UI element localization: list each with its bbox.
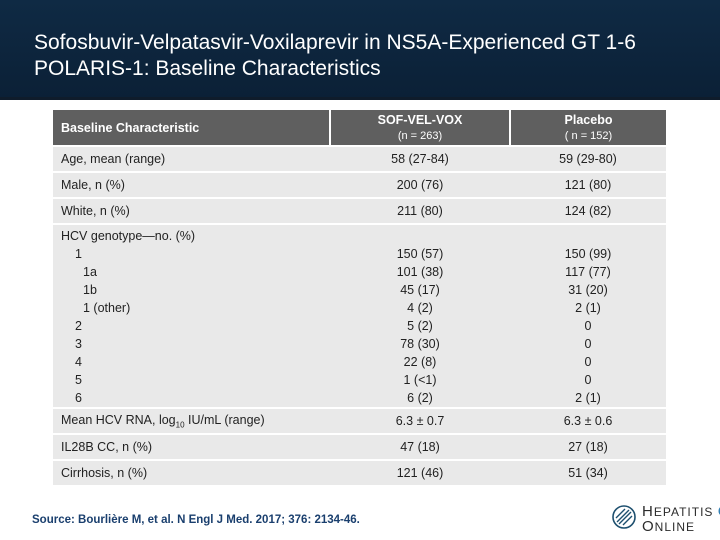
row-value-vel: 200 (76) xyxy=(330,172,510,199)
row-value-placebo: 59 (29-80) xyxy=(510,146,666,173)
row-value-vel: 58 (27-84) xyxy=(330,146,510,173)
genotype-value-placebo: 0 xyxy=(584,373,592,387)
genotype-value-placebo: 31 (20) xyxy=(568,283,608,297)
genotype-labels: HCV genotype—no. (%) 1 1a 1b 1 (other) 2… xyxy=(53,224,330,409)
row-value-vel: 47 (18) xyxy=(330,434,510,461)
genotype-value-vel: 6 (2) xyxy=(407,391,433,405)
genotype-values-placebo: 150 (99) 117 (77) 31 (20) 2 (1) 0 0 0 0 … xyxy=(510,224,666,409)
row-label: Cirrhosis, n (%) xyxy=(53,460,330,487)
row-value-placebo: 51 (34) xyxy=(510,460,666,487)
genotype-value-vel: 101 (38) xyxy=(396,265,444,279)
logo-line1: HEPATITIS C xyxy=(642,503,720,520)
genotype-label: 1a xyxy=(83,265,97,279)
slide-title-line2: POLARIS-1: Baseline Characteristics xyxy=(34,57,381,80)
genotype-value-vel: 150 (57) xyxy=(396,247,444,261)
row-label: Male, n (%) xyxy=(53,172,330,199)
rna-label-pre: Mean HCV RNA, log xyxy=(61,412,176,427)
source-citation: Source: Bourlière M, et al. N Engl J Med… xyxy=(32,514,360,526)
banner-divider xyxy=(0,97,720,100)
table-row-hcv-rna: Mean HCV RNA, log10 IU/mL (range) 6.3 ± … xyxy=(53,408,666,435)
row-label: Mean HCV RNA, log10 IU/mL (range) xyxy=(53,408,330,435)
row-value-placebo: 121 (80) xyxy=(510,172,666,199)
genotype-value-placebo: 0 xyxy=(584,319,592,333)
genotype-value-vel: 1 (<1) xyxy=(403,373,437,387)
genotype-value-vel: 78 (30) xyxy=(400,337,440,351)
header-sof-vel-vox-label: SOF-VEL-VOX xyxy=(377,113,463,127)
genotype-label: 3 xyxy=(75,337,82,351)
genotype-label: 1 xyxy=(75,247,82,261)
table-row-il28b: IL28B CC, n (%) 47 (18) 27 (18) xyxy=(53,434,666,461)
row-value-vel: 6.3 ± 0.7 xyxy=(330,408,510,435)
genotype-label: 4 xyxy=(75,355,82,369)
rna-label-sub: 10 xyxy=(175,420,185,430)
header-characteristic: Baseline Characteristic xyxy=(53,110,330,147)
genotype-label: 5 xyxy=(75,373,82,387)
row-value-vel: 121 (46) xyxy=(330,460,510,487)
table-row-white: White, n (%) 211 (80) 124 (82) xyxy=(53,198,666,225)
baseline-table: Baseline Characteristic SOF-VEL-VOX (n =… xyxy=(53,110,666,487)
genotype-value-placebo: 0 xyxy=(584,355,592,369)
logo-line2: ONLINE xyxy=(642,518,696,535)
header-sof-vel-vox-n: (n = 263) xyxy=(397,130,443,142)
genotype-value-vel: 45 (17) xyxy=(400,283,440,297)
table-row-male: Male, n (%) 200 (76) 121 (80) xyxy=(53,172,666,199)
genotype-value-placebo: 0 xyxy=(584,337,592,351)
header-placebo-label: Placebo xyxy=(564,113,613,127)
slide-title: Sofosbuvir-Velpatasvir-Voxilaprevir in N… xyxy=(34,30,636,82)
slide-title-line1: Sofosbuvir-Velpatasvir-Voxilaprevir in N… xyxy=(34,31,636,54)
row-label: White, n (%) xyxy=(53,198,330,225)
genotype-value-placebo: 2 (1) xyxy=(575,301,601,315)
genotype-label: 6 xyxy=(75,391,82,405)
genotype-value-vel: 22 (8) xyxy=(403,355,437,369)
header-placebo: Placebo ( n = 152) xyxy=(510,110,666,147)
title-banner: Sofosbuvir-Velpatasvir-Voxilaprevir in N… xyxy=(0,0,720,100)
row-value-placebo: 124 (82) xyxy=(510,198,666,225)
row-value-vel: 211 (80) xyxy=(330,198,510,225)
table-row-genotype: HCV genotype—no. (%) 1 1a 1b 1 (other) 2… xyxy=(53,224,666,409)
header-sof-vel-vox: SOF-VEL-VOX (n = 263) xyxy=(329,110,511,147)
header-placebo-n: ( n = 152) xyxy=(564,130,613,142)
genotype-label: 1 (other) xyxy=(83,301,131,315)
row-label: Age, mean (range) xyxy=(53,146,330,173)
hepatitis-c-online-logo: HEPATITIS C ONLINE xyxy=(612,503,720,537)
rna-label-post: IU/mL (range) xyxy=(184,412,265,427)
row-label: IL28B CC, n (%) xyxy=(53,434,330,461)
genotype-value-placebo: 150 (99) xyxy=(564,247,612,261)
table-row-age: Age, mean (range) 58 (27-84) 59 (29-80) xyxy=(53,146,666,173)
genotype-value-vel: 5 (2) xyxy=(407,319,433,333)
table-header-row: Baseline Characteristic SOF-VEL-VOX (n =… xyxy=(53,110,666,147)
logo-mark-icon xyxy=(612,505,636,529)
genotype-label: 1b xyxy=(83,283,97,297)
genotype-values-vel: 150 (57) 101 (38) 45 (17) 4 (2) 5 (2) 78… xyxy=(330,224,510,409)
genotype-heading: HCV genotype—no. (%) xyxy=(61,229,196,243)
row-value-placebo: 6.3 ± 0.6 xyxy=(510,408,666,435)
genotype-value-placebo: 2 (1) xyxy=(575,391,601,405)
genotype-label: 2 xyxy=(75,319,82,333)
row-value-placebo: 27 (18) xyxy=(510,434,666,461)
genotype-value-placebo: 117 (77) xyxy=(565,265,611,279)
genotype-value-vel: 4 (2) xyxy=(407,301,433,315)
table-row-cirrhosis: Cirrhosis, n (%) 121 (46) 51 (34) xyxy=(53,460,666,487)
